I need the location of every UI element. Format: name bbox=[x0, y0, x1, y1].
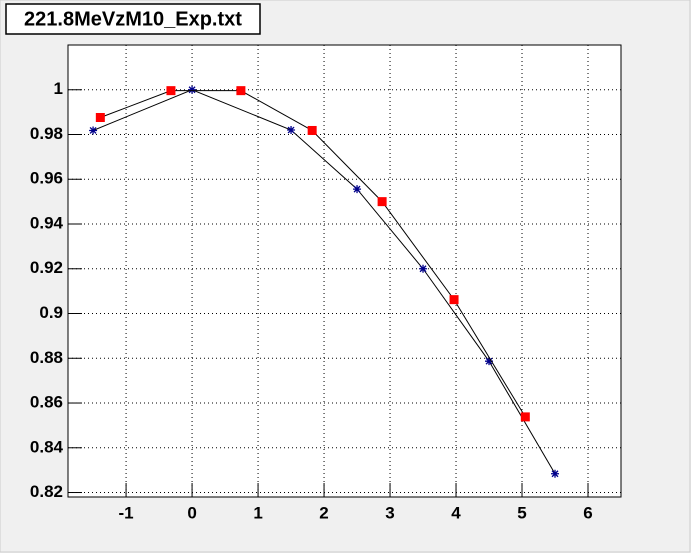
x-tick-label: 1 bbox=[253, 503, 262, 522]
y-tick-label: 0.9 bbox=[39, 303, 63, 322]
chart-title: 221.8MeVzM10_Exp.txt bbox=[24, 8, 242, 30]
y-tick-label: 0.86 bbox=[30, 393, 63, 412]
marker bbox=[485, 357, 494, 366]
marker bbox=[449, 295, 459, 305]
data bbox=[89, 85, 560, 478]
axes: 0.82 0.84 0.86 0.88 0.9 0.92 0.94 0.96 0.98 1 -1 0 1… bbox=[30, 79, 593, 522]
marker bbox=[353, 185, 362, 194]
y-tick-label: 0.96 bbox=[30, 169, 63, 188]
marker bbox=[287, 126, 296, 135]
y-tick-label: 0.92 bbox=[30, 258, 63, 277]
y-tick-label: 0.82 bbox=[30, 482, 63, 501]
x-tick-label: 2 bbox=[319, 503, 328, 522]
marker bbox=[188, 85, 197, 94]
x-tick-label: 3 bbox=[385, 503, 394, 522]
plot-area bbox=[67, 44, 622, 498]
marker bbox=[377, 197, 387, 207]
marker bbox=[89, 126, 98, 135]
y-tick-label: 0.84 bbox=[30, 437, 64, 456]
x-tick-label: 5 bbox=[517, 503, 526, 522]
marker bbox=[307, 125, 317, 135]
marker bbox=[166, 86, 176, 96]
marker bbox=[95, 112, 105, 122]
x-tick-label: 6 bbox=[583, 503, 592, 522]
y-tick-label: 0.98 bbox=[30, 124, 63, 143]
marker bbox=[551, 469, 560, 478]
title-box bbox=[5, 3, 261, 35]
grid bbox=[68, 45, 621, 497]
x-tick-label: -1 bbox=[119, 503, 134, 522]
y-tick-label: 0.94 bbox=[30, 213, 64, 232]
y-tick-label: 0.88 bbox=[30, 348, 63, 367]
y-tick-label: 1 bbox=[54, 79, 63, 98]
marker bbox=[236, 86, 246, 96]
marker bbox=[520, 412, 530, 422]
x-tick-label: 4 bbox=[451, 503, 461, 522]
marker bbox=[419, 264, 428, 273]
x-tick-label: 0 bbox=[187, 503, 196, 522]
